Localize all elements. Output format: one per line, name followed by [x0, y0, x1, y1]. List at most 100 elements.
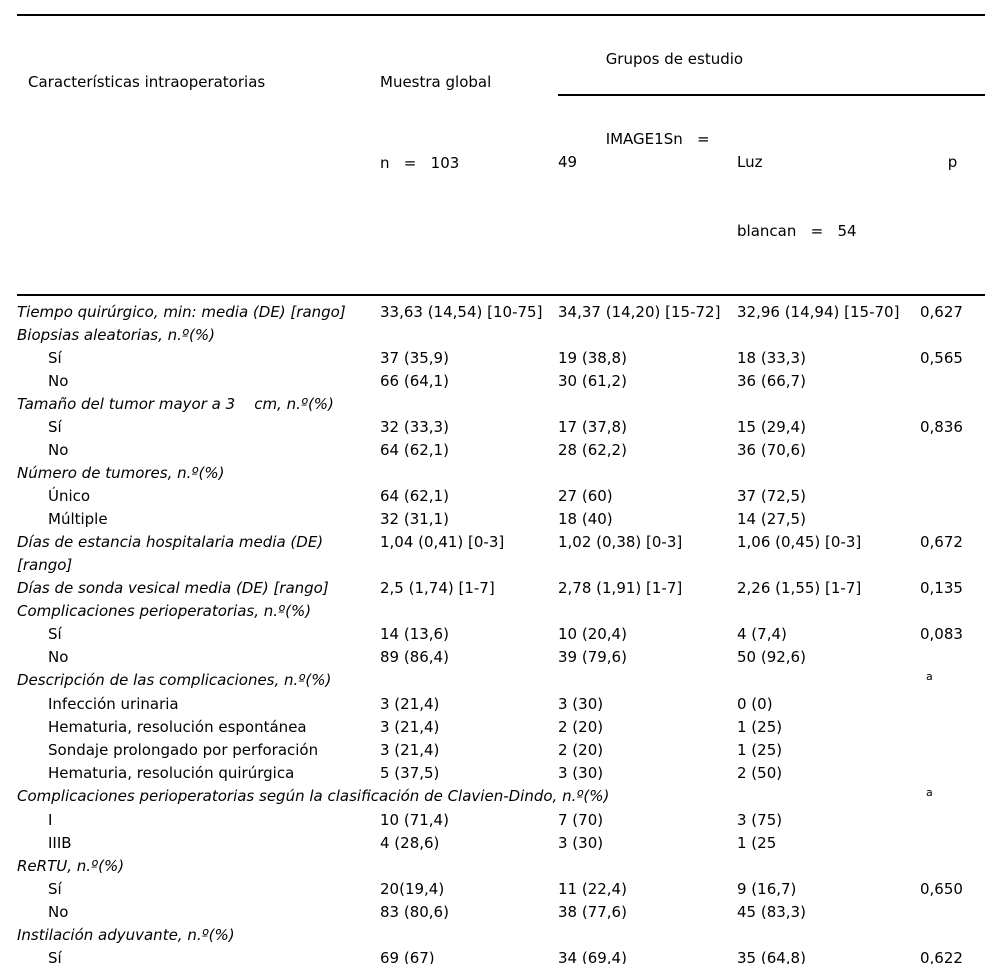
table-row: No 83 (80,6) 38 (77,6) 45 (83,3)	[17, 901, 985, 924]
item-label-cell: Sí	[48, 880, 62, 898]
image1s-value-cell: 28 (62,2)	[558, 441, 627, 459]
global-value-cell: 1,04 (0,41) [0-3]	[380, 533, 505, 551]
p-value-cell	[920, 370, 985, 393]
table-row: Sí 69 (67) 34 (69,4) 35 (64,8) 0,622	[17, 947, 985, 964]
item-label-cell: No	[48, 648, 69, 666]
global-value-cell: 69 (67)	[380, 949, 435, 964]
table-row: I 10 (71,4) 7 (70) 3 (75)	[17, 809, 985, 832]
image1s-value-cell: 3 (30)	[558, 764, 604, 782]
white-light-header-line1: Luz	[737, 153, 763, 171]
table-row: Único 64 (62,1) 27 (60) 37 (72,5)	[17, 485, 985, 508]
global-value-cell: 5 (37,5)	[380, 764, 440, 782]
white-light-value-cell: 14 (27,5)	[737, 510, 806, 528]
global-value-cell: 33,63 (14,54) [10-75]	[380, 303, 543, 321]
p-value-cell: 0,565	[920, 349, 963, 367]
p-value-cell	[920, 485, 985, 508]
column-header-image1s: IMAGE1Sn = 49	[558, 95, 737, 296]
p-value-cell	[920, 462, 985, 485]
image1s-value-cell: 11 (22,4)	[558, 880, 627, 898]
image1s-value-cell: 30 (61,2)	[558, 372, 627, 390]
white-light-header-line2: blancan = 54	[737, 222, 857, 240]
white-light-value-cell: 1 (25)	[737, 718, 783, 736]
global-value-cell: 64 (62,1)	[380, 441, 449, 459]
table-row: Hematuria, resolución espontánea 3 (21,4)…	[17, 716, 985, 739]
item-label-cell: No	[48, 903, 69, 921]
item-label-cell: Único	[48, 487, 91, 505]
image1s-value-cell: 2 (20)	[558, 741, 604, 759]
image1s-value-cell: 2 (20)	[558, 718, 604, 736]
p-value-cell	[920, 739, 985, 762]
white-light-value-cell: 45 (83,3)	[737, 903, 806, 921]
section-label-cell: Complicaciones perioperatorias, n.º(%)	[17, 602, 312, 620]
header-row-groups: IMAGE1Sn = 49 Luz blancan = 54 p	[17, 95, 986, 296]
intraoperative-characteristics-table: Características intraoperatorias Muestra…	[17, 14, 986, 964]
white-light-value-cell: 37 (72,5)	[737, 487, 806, 505]
table-header: Características intraoperatorias Muestra…	[17, 15, 986, 296]
item-label-cell: No	[48, 441, 69, 459]
table-row: Complicaciones perioperatorias según la …	[17, 785, 985, 809]
white-light-value-cell: 36 (66,7)	[737, 372, 806, 390]
image1s-value-cell: 3 (30)	[558, 695, 604, 713]
white-light-value-cell: 32,96 (14,94) [15-70]	[737, 303, 900, 321]
table-body: Tiempo quirúrgico, min: media (DE) [rang…	[17, 295, 985, 964]
image1s-header-label: IMAGE1Sn = 49	[558, 130, 724, 171]
white-light-value-cell: 18 (33,3)	[737, 349, 806, 367]
p-value-cell: 0,650	[920, 880, 963, 898]
table-row: Días de sonda vesical media (DE) [rango]…	[17, 577, 985, 600]
p-value-cell	[920, 832, 985, 855]
image1s-value-cell: 19 (38,8)	[558, 349, 627, 367]
global-value-cell: 37 (35,9)	[380, 349, 449, 367]
table-row: Biopsias aleatorias, n.º(%)	[17, 324, 985, 347]
image1s-value-cell: 34,37 (14,20) [15-72]	[558, 303, 721, 321]
p-value-cell	[920, 393, 985, 416]
item-label-cell: Sí	[48, 349, 62, 367]
p-value-cell	[920, 924, 985, 947]
table-row: Complicaciones perioperatorias, n.º(%)	[17, 600, 985, 623]
white-light-value-cell: 2 (50)	[737, 764, 783, 782]
image1s-value-cell: 1,02 (0,38) [0-3]	[558, 533, 683, 551]
item-label-cell: Sí	[48, 625, 62, 643]
section-label-cell: Número de tumores, n.º(%)	[17, 464, 225, 482]
item-label-cell: Hematuria, resolución quirúrgica	[48, 764, 295, 782]
white-light-value-cell: 9 (16,7)	[737, 880, 797, 898]
global-value-cell: 2,5 (1,74) [1-7]	[380, 579, 495, 597]
image1s-value-cell: 17 (37,8)	[558, 418, 627, 436]
table-row: No 89 (86,4) 39 (79,6) 50 (92,6)	[17, 646, 985, 669]
table-row: Sí 20(19,4) 11 (22,4) 9 (16,7) 0,650	[17, 878, 985, 901]
table-row: Sí 37 (35,9) 19 (38,8) 18 (33,3) 0,565	[17, 347, 985, 370]
p-value-cell: a	[920, 785, 985, 809]
footnote-marker: a	[926, 786, 933, 799]
table-row: IIIB 4 (28,6) 3 (30) 1 (25	[17, 832, 985, 855]
p-value-cell: 0,622	[920, 949, 963, 964]
footnote-marker: a	[926, 670, 933, 683]
white-light-value-cell: 1,06 (0,45) [0-3]	[737, 533, 862, 551]
white-light-value-cell: 35 (64,8)	[737, 949, 806, 964]
item-label-cell: Sí	[48, 949, 62, 964]
p-value-cell	[920, 716, 985, 739]
table-row: Sí 32 (33,3) 17 (37,8) 15 (29,4) 0,836	[17, 416, 985, 439]
column-header-white-light: Luz blancan = 54	[737, 95, 920, 296]
global-value-cell: 64 (62,1)	[380, 487, 449, 505]
section-label-cell: ReRTU, n.º(%)	[17, 857, 125, 875]
global-sample-title: Muestra global	[380, 73, 492, 91]
column-header-global-sample: Muestra global n = 103	[380, 15, 558, 296]
image1s-value-cell: 34 (69,4)	[558, 949, 627, 964]
image1s-value-cell: 27 (60)	[558, 487, 613, 505]
p-value-cell	[920, 600, 985, 623]
table-row: No 66 (64,1) 30 (61,2) 36 (66,7)	[17, 370, 985, 393]
table-row: ReRTU, n.º(%)	[17, 855, 985, 878]
table-row: Tiempo quirúrgico, min: media (DE) [rang…	[17, 295, 985, 324]
p-value-cell	[920, 855, 985, 878]
section-label-cell: Complicaciones perioperatorias según la …	[17, 787, 610, 805]
p-value-cell: a	[920, 669, 985, 693]
white-light-value-cell: 1 (25	[737, 834, 777, 852]
global-value-cell: 3 (21,4)	[380, 718, 440, 736]
global-value-cell: 3 (21,4)	[380, 741, 440, 759]
image1s-value-cell: 10 (20,4)	[558, 625, 627, 643]
image1s-value-cell: 2,78 (1,91) [1-7]	[558, 579, 683, 597]
white-light-value-cell: 36 (70,6)	[737, 441, 806, 459]
item-label-cell: I	[48, 811, 53, 829]
p-value-cell: 0,083	[920, 625, 963, 643]
global-value-cell: 32 (31,1)	[380, 510, 449, 528]
table-row: Instilación adyuvante, n.º(%)	[17, 924, 985, 947]
